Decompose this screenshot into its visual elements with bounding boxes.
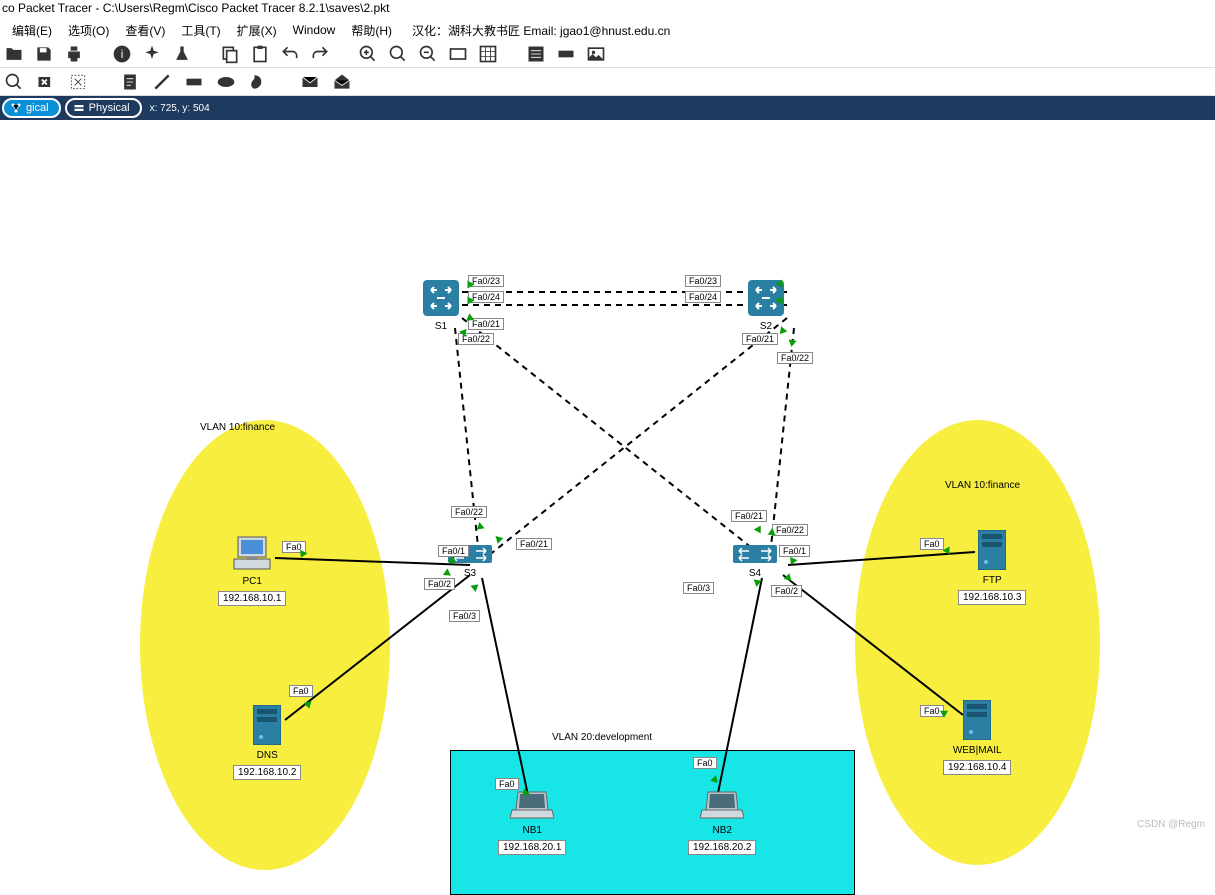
coord-display: x: 725, y: 504	[150, 103, 210, 114]
vlan10-left-shape	[140, 420, 390, 870]
link-status-icon	[300, 549, 308, 558]
menu-localization: 汉化：湖科大教书匠 Email: jgao1@hnust.edu.cn	[404, 22, 678, 39]
print-icon[interactable]	[64, 44, 84, 64]
device-icon[interactable]	[556, 44, 576, 64]
node-nb2[interactable]: NB2192.168.20.2	[688, 790, 756, 855]
port-label: Fa0/22	[451, 506, 487, 518]
port-label: Fa0	[693, 757, 717, 769]
flask-icon[interactable]	[172, 44, 192, 64]
ellipse-icon[interactable]	[216, 72, 236, 92]
resize-icon[interactable]	[68, 72, 88, 92]
port-label: Fa0/21	[731, 510, 767, 522]
link-status-icon	[493, 533, 504, 544]
freeform-icon[interactable]	[248, 72, 268, 92]
menu-ext[interactable]: 扩展(X)	[229, 22, 285, 39]
link-status-icon	[468, 281, 475, 289]
link-status-icon	[776, 297, 783, 305]
title-bar: co Packet Tracer - C:\Users\Regm\Cisco P…	[0, 0, 1215, 20]
port-label: Fa0/3	[449, 610, 480, 622]
port-label: Fa0/2	[771, 585, 802, 597]
node-s4[interactable]: S4	[733, 545, 777, 579]
port-label: Fa0/22	[777, 352, 813, 364]
port-label: Fa0/21	[742, 333, 778, 345]
menu-help[interactable]: 帮助(H)	[343, 22, 400, 39]
node-pc1[interactable]: PC1192.168.10.1	[218, 535, 286, 606]
port-label: Fa0/1	[779, 545, 810, 557]
port-label: Fa0	[495, 778, 519, 790]
note-icon[interactable]	[120, 72, 140, 92]
vlan20-label: VLAN 20:development	[552, 732, 652, 743]
toolbar-secondary	[0, 68, 1215, 96]
link-status-icon	[784, 573, 795, 584]
vlan10-right-label: VLAN 10:finance	[945, 480, 1020, 491]
svg-text:i: i	[121, 48, 124, 61]
link-status-icon	[448, 557, 455, 565]
port-label: Fa0/3	[683, 582, 714, 594]
tab-logical[interactable]: gical	[2, 98, 61, 118]
link-status-icon	[787, 339, 796, 347]
info-icon[interactable]: i	[112, 44, 132, 64]
toolbar-main: i	[0, 40, 1215, 68]
save-icon[interactable]	[34, 44, 54, 64]
link-status-icon	[768, 528, 777, 536]
node-web[interactable]: WEB|MAIL192.168.10.4	[943, 700, 1011, 775]
link-status-icon	[777, 326, 788, 337]
envelope-icon[interactable]	[300, 72, 320, 92]
node-s2[interactable]: S2	[748, 280, 784, 332]
link-status-icon	[754, 523, 764, 533]
port-label: Fa0/24	[685, 291, 721, 303]
undo-icon[interactable]	[280, 44, 300, 64]
port-label: Fa0/1	[438, 545, 469, 557]
port-label: Fa0/22	[772, 524, 808, 536]
zoomin-icon[interactable]	[358, 44, 378, 64]
link-status-icon	[790, 556, 798, 565]
port-label: Fa0	[289, 685, 313, 697]
watermark: CSDN @Regm	[1137, 819, 1205, 830]
port-label: Fa0	[920, 538, 944, 550]
rect-icon[interactable]	[448, 44, 468, 64]
menu-view[interactable]: 查看(V)	[117, 22, 173, 39]
node-nb1[interactable]: NB1192.168.20.1	[498, 790, 566, 855]
zoomout-icon[interactable]	[418, 44, 438, 64]
grid-icon[interactable]	[478, 44, 498, 64]
wizard-icon[interactable]	[142, 44, 162, 64]
node-s1[interactable]: S1	[423, 280, 459, 332]
menu-window[interactable]: Window	[285, 23, 344, 37]
redo-icon[interactable]	[310, 44, 330, 64]
port-label: Fa0/2	[424, 578, 455, 590]
delete-icon[interactable]	[36, 72, 56, 92]
node-ftp[interactable]: FTP192.168.10.3	[958, 530, 1026, 605]
menu-edit[interactable]: 编辑(E)	[4, 22, 60, 39]
vlan10-left-label: VLAN 10:finance	[200, 422, 275, 433]
link-status-icon	[776, 280, 783, 288]
menu-bar: 编辑(E) 选项(O) 查看(V) 工具(T) 扩展(X) Window 帮助(…	[0, 20, 1215, 40]
tab-physical[interactable]: Physical	[65, 98, 142, 118]
menu-tools[interactable]: 工具(T)	[173, 22, 228, 39]
port-label: Fa0/23	[685, 275, 721, 287]
node-dns[interactable]: DNS192.168.10.2	[233, 705, 301, 780]
envelope-open-icon[interactable]	[332, 72, 352, 92]
topology-canvas[interactable]: VLAN 10:finance VLAN 10:finance VLAN 20:…	[0, 120, 1215, 836]
line-icon[interactable]	[152, 72, 172, 92]
port-label: Fa0/21	[516, 538, 552, 550]
folder-icon[interactable]	[4, 44, 24, 64]
link-status-icon	[468, 297, 475, 305]
list-icon[interactable]	[526, 44, 546, 64]
menu-options[interactable]: 选项(O)	[60, 22, 117, 39]
link-status-icon	[475, 521, 484, 529]
link-status-icon	[752, 579, 761, 587]
zoomfit-icon[interactable]	[388, 44, 408, 64]
paste-icon[interactable]	[250, 44, 270, 64]
copy-icon[interactable]	[220, 44, 240, 64]
link-status-icon	[943, 547, 950, 555]
view-bar: gical Physical x: 725, y: 504	[0, 96, 1215, 120]
image-icon[interactable]	[586, 44, 606, 64]
search-icon[interactable]	[4, 72, 24, 92]
link-status-icon	[470, 584, 479, 592]
rect2-icon[interactable]	[184, 72, 204, 92]
